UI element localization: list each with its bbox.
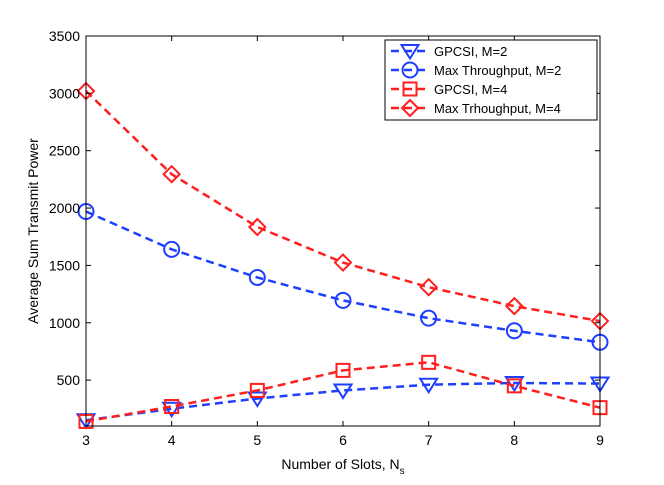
data-point	[505, 322, 523, 340]
data-point	[334, 291, 352, 309]
data-point	[164, 399, 180, 414]
data-point	[420, 309, 438, 327]
legend-label: Max Throughput, M=2	[434, 63, 561, 78]
x-tick-label: 4	[168, 432, 176, 448]
legend-item: GPCSI, M=4	[391, 81, 507, 97]
series-line	[85, 90, 601, 323]
y-tick-label: 2000	[49, 200, 80, 216]
data-point	[504, 296, 524, 316]
data-point	[162, 164, 182, 184]
y-tick-label: 2500	[49, 143, 80, 159]
y-tick-label: 500	[57, 372, 81, 388]
data-point	[247, 217, 267, 237]
legend: GPCSI, M=2 Max Throughput, M=2 GPCSI, M=4 M…	[384, 39, 598, 121]
ticks-layer: 3 4 5 6 7 8 9 500 1000 1500 2000 2500 3000 3500	[49, 28, 604, 448]
legend-item: Max Trhoughput, M=4	[391, 98, 561, 118]
data-point	[249, 382, 265, 398]
legend-item: Max Throughput, M=2	[391, 61, 561, 79]
series-group	[78, 354, 608, 429]
y-tick-label: 3500	[49, 28, 80, 44]
series-line	[85, 210, 601, 344]
legend-marker	[399, 44, 421, 61]
legend-marker	[400, 98, 420, 118]
data-point	[421, 354, 437, 370]
x-tick-label: 8	[510, 432, 518, 448]
data-point	[333, 253, 353, 272]
legend-label: Max Trhoughput, M=4	[434, 101, 561, 116]
data-point	[506, 378, 522, 394]
legend-item: GPCSI, M=2	[391, 44, 507, 61]
data-point	[248, 268, 266, 286]
data-point	[161, 401, 182, 419]
series-line	[85, 381, 601, 422]
y-tick-label: 3000	[49, 85, 80, 101]
y-tick-label: 1000	[49, 315, 80, 331]
data-point	[418, 377, 439, 395]
legend-label: GPCSI, M=4	[434, 82, 507, 97]
y-tick-label: 1500	[49, 257, 80, 273]
x-axis-title: Number of Slots, Ns	[281, 456, 404, 477]
data-point	[163, 240, 181, 258]
legend-marker	[401, 61, 419, 79]
series-group	[76, 81, 610, 331]
x-axis-title-subscript: s	[400, 466, 405, 477]
y-axis-title: Average Sum Transmit Power	[25, 138, 41, 324]
data-point	[332, 383, 354, 400]
legend-marker	[402, 81, 418, 97]
x-axis-title-main: Number of Slots, N	[281, 456, 399, 472]
x-tick-label: 6	[339, 432, 347, 448]
legend-label: GPCSI, M=2	[434, 44, 507, 59]
data-point	[419, 277, 439, 297]
x-tick-label: 9	[596, 432, 604, 448]
legend-box	[384, 39, 598, 121]
series-line	[85, 361, 601, 423]
data-point	[335, 362, 351, 378]
x-tick-label: 3	[82, 432, 90, 448]
data-point	[247, 391, 268, 408]
x-tick-label: 5	[253, 432, 261, 448]
x-tick-label: 7	[425, 432, 433, 448]
